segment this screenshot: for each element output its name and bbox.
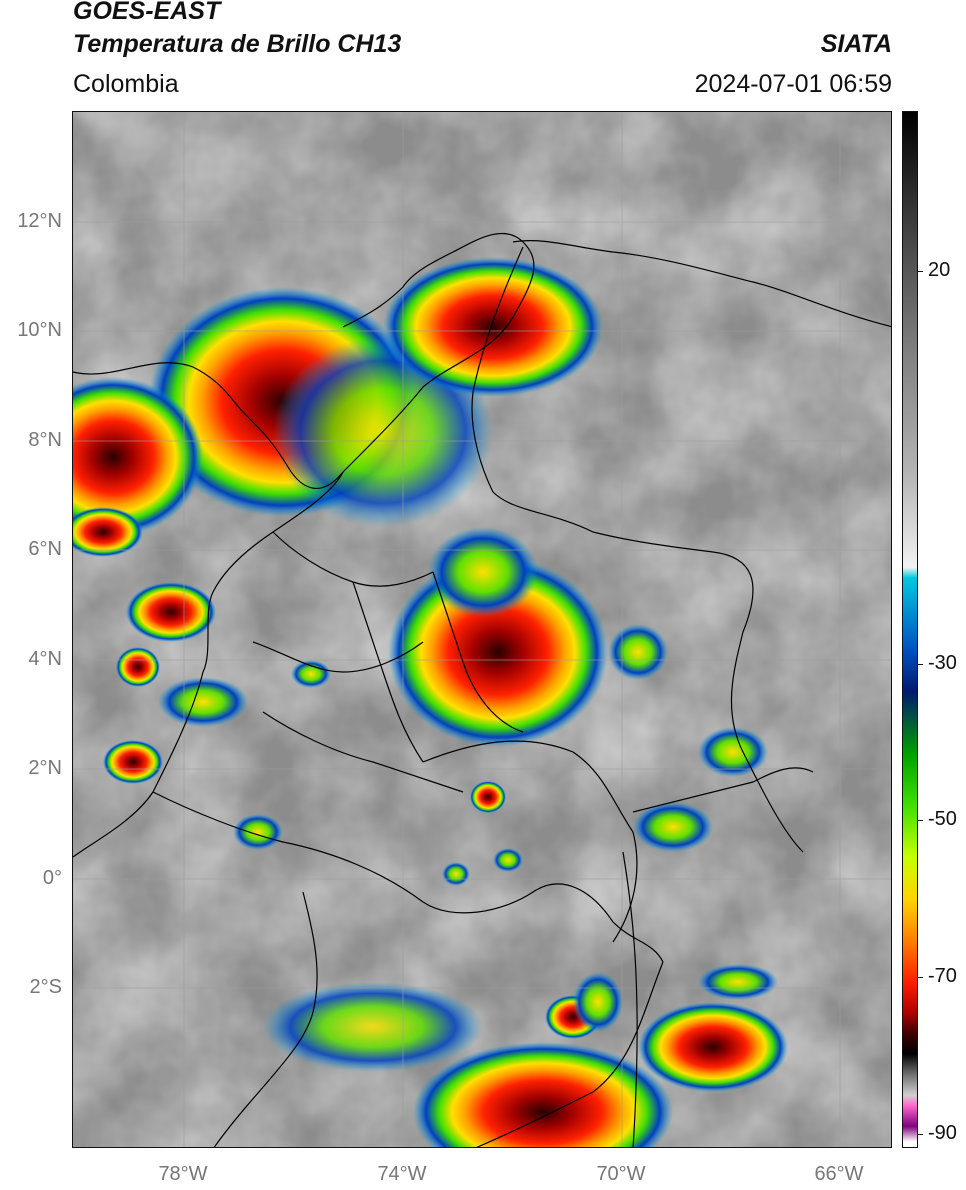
ecuador-border [213, 891, 318, 1147]
internal-boundary-3 [252, 641, 424, 673]
storm-cell-amazon-ne [698, 964, 778, 1000]
storm-cells [73, 257, 788, 1147]
storm-cell-east-1 [698, 727, 768, 777]
colorbar-label-20: 20 [928, 259, 951, 281]
storm-cell-guajira [383, 257, 603, 397]
storm-cell-pacific-4 [158, 677, 248, 727]
timestamp-label: 2024-07-01 06:59 [694, 70, 892, 98]
storm-cell-llanos [388, 557, 608, 747]
storm-cell-small-1 [493, 848, 523, 872]
peru-brazil-border [476, 961, 664, 1147]
colorbar-tick [917, 820, 923, 821]
internal-boundary-4 [262, 711, 464, 793]
map-canvas [73, 112, 891, 1147]
storm-cell-pacific-1 [73, 507, 143, 557]
lon-label-78w: 78°W [158, 1163, 208, 1185]
graticule [73, 112, 891, 1147]
internal-boundary-5 [352, 581, 424, 763]
lat-label-0: 0° [42, 867, 62, 889]
venezuela-brazil-border [632, 767, 814, 813]
storm-cell-boyaca [428, 527, 538, 617]
lat-label-8n: 8°N [28, 429, 62, 451]
storm-cell-amazon-south [413, 1042, 673, 1147]
storm-cell-small-4 [233, 814, 283, 850]
colombia-ecuador-peru-border [152, 791, 664, 963]
pacific-coast [73, 471, 344, 858]
storm-cell-guaviare [470, 781, 506, 813]
lat-label-2s: 2°S [29, 976, 62, 998]
brand-label: SIATA [820, 30, 892, 58]
lon-label-70w: 70°W [596, 1163, 646, 1185]
storm-cell-amazon-west [263, 982, 483, 1072]
temperature-colorbar [902, 111, 918, 1148]
storm-cell-pacific-5 [103, 740, 163, 784]
lat-label-6n: 6°N [28, 538, 62, 560]
lat-label-4n: 4°N [28, 648, 62, 670]
lat-label-12n: 12°N [17, 210, 62, 232]
lon-label-74w: 74°W [377, 1163, 427, 1185]
storm-cell-amazon-north [573, 972, 623, 1032]
colorbar-label-minus50: -50 [928, 808, 957, 830]
storm-cell-panama [73, 377, 203, 537]
title-line-2: Temperatura de Brillo CH13 [73, 30, 402, 58]
region-label: Colombia [73, 70, 179, 98]
colorbar-label-minus70: -70 [928, 965, 957, 987]
storm-cell-vichada [608, 624, 668, 680]
storm-cell-small-2 [442, 862, 470, 886]
storm-cell-pacific-2 [126, 582, 216, 642]
borders [73, 232, 891, 1147]
internal-boundary-6 [432, 571, 524, 733]
colorbar-tick [917, 1134, 923, 1135]
storm-cell-small-3 [291, 660, 331, 688]
lon-label-66w: 66°W [814, 1163, 864, 1185]
colorbar-label-minus30: -30 [928, 652, 957, 674]
storm-cell-pacific-3 [116, 647, 160, 687]
satellite-map[interactable] [72, 111, 892, 1148]
caribbean-coast [73, 232, 535, 489]
storm-cell-east-2 [633, 802, 713, 852]
title-line-1: GOES-EAST [73, 0, 221, 25]
internal-boundary-1 [422, 740, 638, 943]
colorbar-tick [917, 664, 923, 665]
brazil-border [622, 851, 638, 1147]
colombia-venezuela-border [471, 246, 804, 853]
storm-cell-amazon-east [638, 1002, 788, 1092]
lat-label-2n: 2°N [28, 757, 62, 779]
colorbar-tick [917, 271, 923, 272]
venezuela-coast [512, 240, 891, 328]
colorbar-tick [917, 977, 923, 978]
lat-label-10n: 10°N [17, 319, 62, 341]
colorbar-label-minus90: -90 [928, 1122, 957, 1144]
